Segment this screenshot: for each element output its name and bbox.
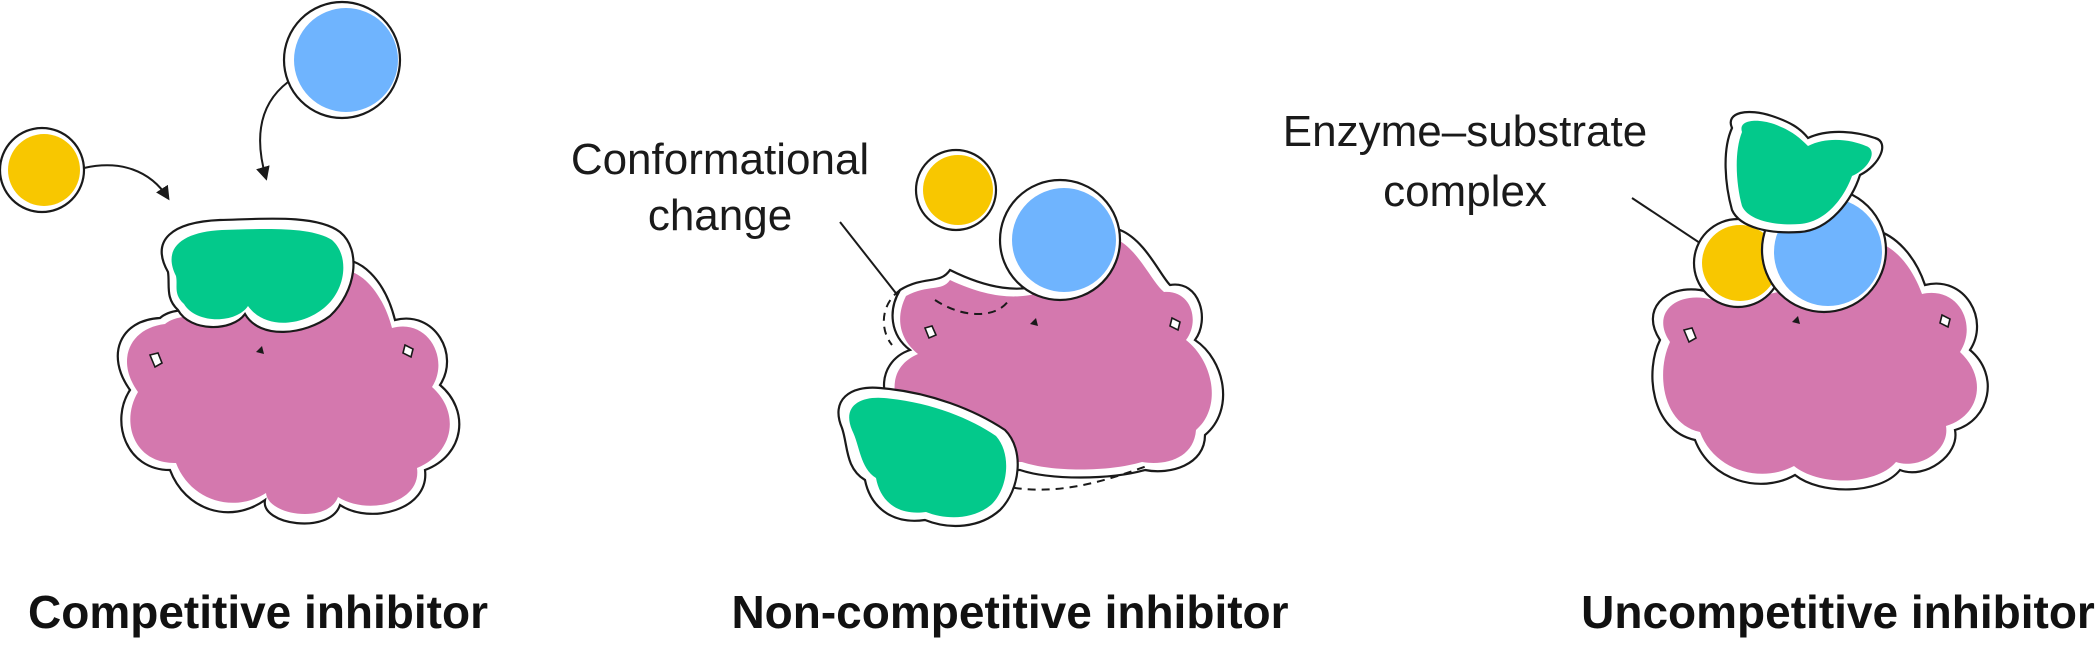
panel-non-competitive: Conformational change Non-competitive (571, 135, 1289, 638)
competitive-inhibitor-bound (160, 217, 355, 333)
annotation-pointer (839, 221, 907, 307)
blue-molecule (998, 178, 1122, 302)
enzyme-detail (402, 343, 414, 359)
annotation-conformational-line2: change (648, 191, 792, 240)
substrate-molecule-bound (1692, 217, 1784, 309)
enzyme-detail (1682, 327, 1698, 344)
original-shape-dashed (999, 464, 1151, 491)
caption-uncompetitive: Uncompetitive inhibitor (1581, 586, 2095, 638)
enzyme-detail (1030, 318, 1038, 326)
blue-molecule (282, 0, 402, 120)
enzyme-detail (256, 346, 264, 354)
panel-uncompetitive: Enzyme–substrate complex Uncompetitive i… (1283, 107, 2095, 638)
panel-competitive: Competitive inhibitor (0, 0, 488, 638)
enzyme-detail (148, 352, 164, 369)
enzyme-detail (1939, 313, 1951, 329)
annotation-conformational-line1: Conformational (571, 135, 869, 184)
substrate-molecule (914, 148, 998, 232)
substrate-arrow (83, 164, 170, 201)
annotation-complex-line2: complex (1383, 167, 1547, 216)
enzyme-detail (923, 325, 938, 340)
enzyme-detail (1169, 316, 1181, 332)
blue-molecule-arrow (256, 81, 289, 181)
non-competitive-inhibitor-bound (837, 386, 1019, 528)
caption-competitive: Competitive inhibitor (28, 586, 488, 638)
annotation-complex-line1: Enzyme–substrate (1283, 107, 1647, 156)
caption-non-competitive: Non-competitive inhibitor (731, 586, 1288, 638)
original-shape-dashed (934, 297, 1011, 315)
original-shape-dashed (882, 289, 901, 346)
substrate-molecule (0, 126, 86, 214)
enzyme-detail (1792, 316, 1800, 324)
uncompetitive-inhibitor-bound (1724, 110, 1884, 234)
